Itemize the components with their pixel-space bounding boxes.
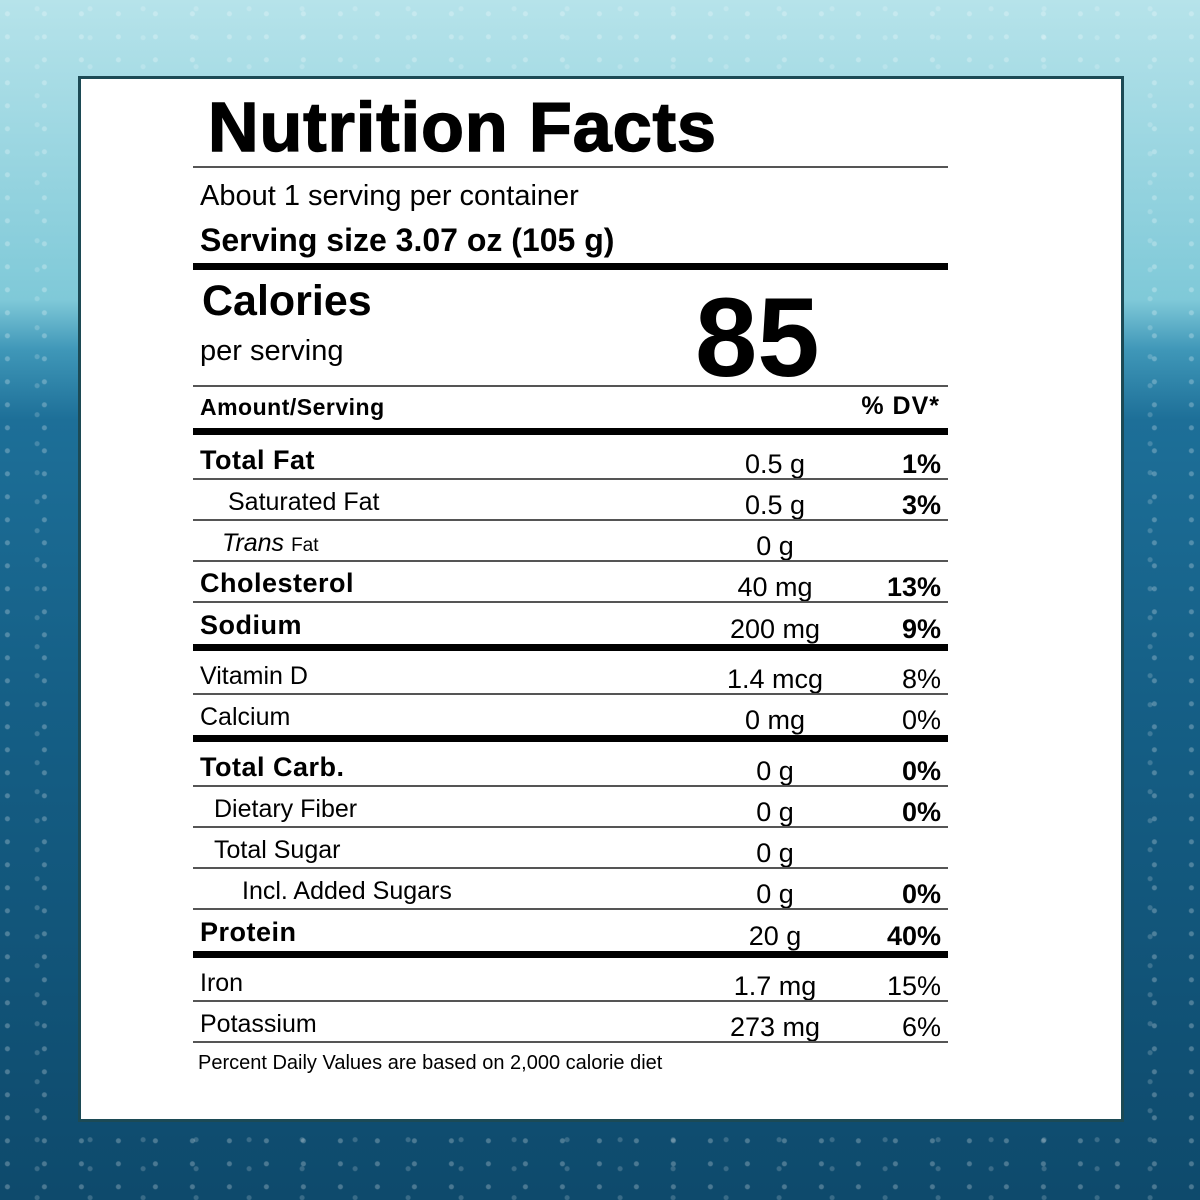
nutrient-name: Cholesterol: [200, 568, 355, 598]
label-panel: [78, 76, 1124, 1122]
nutrient-name: Dietary Fiber: [214, 795, 358, 823]
nutrient-name: Protein: [200, 917, 297, 947]
nutrient-name-italic: Trans: [222, 529, 285, 557]
rule: [193, 867, 948, 869]
nutrient-name: Vitamin D: [200, 662, 308, 690]
nutrient-dv: 0%: [901, 756, 941, 786]
nutrient-name: Total Sugar: [214, 836, 341, 864]
nutrient-row: Total Carb. 0 g 0%: [195, 745, 945, 786]
nutrient-row: Potassium 273 mg 6%: [195, 1001, 945, 1042]
nutrient-dv: 0%: [901, 797, 941, 827]
rule: [193, 735, 948, 742]
serving-size: Serving size 3.07 oz (105 g): [200, 222, 615, 258]
calories-value: 85: [695, 275, 820, 400]
nutrient-dv: 15%: [886, 971, 941, 1001]
calories-label: Calories: [202, 277, 372, 325]
nutrient-dv: 6%: [901, 1012, 941, 1042]
nutrient-name: Total Carb.: [200, 752, 345, 782]
nutrient-amount: 0.5 g: [744, 449, 806, 479]
nutrient-row: Protein 20 g 40%: [195, 910, 945, 951]
rule: [193, 601, 948, 603]
nutrient-row: Saturated Fat 0.5 g 3%: [195, 479, 945, 520]
nutrient-row: Calcium 0 mg 0%: [195, 694, 945, 735]
nutrient-name: Potassium: [200, 1010, 317, 1038]
title: Nutrition Facts: [207, 88, 717, 166]
nutrient-name: Sodium: [200, 610, 302, 640]
nutrient-amount: 273 mg: [729, 1012, 821, 1042]
nutrient-amount: 0 g: [756, 838, 794, 868]
nutrient-name: Iron: [200, 969, 244, 997]
nutrient-row: Vitamin D 1.4 mcg 8%: [195, 653, 945, 694]
nutrient-amount: 0 g: [756, 797, 794, 827]
rule: [193, 951, 948, 958]
nutrient-row: Total Fat 0.5 g 1%: [195, 438, 945, 479]
nutrient-amount: 1.7 mg: [733, 971, 817, 1001]
rule: [193, 908, 948, 910]
servings: About 1 serving per container: [200, 180, 579, 212]
dv-header: % DV*: [861, 392, 940, 420]
rule: [193, 478, 948, 480]
rule: [193, 644, 948, 651]
rule: [193, 519, 948, 521]
nutrient-amount: 0.5 g: [744, 490, 806, 520]
rule: [193, 785, 948, 787]
rule: [193, 1041, 948, 1043]
nutrient-dv: 9%: [901, 614, 941, 644]
nutrient-amount: 0 g: [756, 531, 794, 561]
nutrient-dv: 3%: [901, 490, 941, 520]
nutrient-name-rest: Fat: [291, 535, 319, 556]
nutrient-row: Total Sugar 0 g: [195, 827, 945, 868]
rule: [193, 428, 948, 435]
nutrient-name: Incl. Added Sugars: [242, 877, 452, 905]
rule: [193, 1000, 948, 1002]
nutrient-name: Calcium: [200, 703, 291, 731]
nutrient-amount: 0 g: [756, 879, 794, 909]
nutrient-name: Saturated Fat: [228, 488, 380, 516]
nutrient-row: Sodium 200 mg 9%: [195, 603, 945, 644]
nutrient-dv: 8%: [901, 664, 941, 694]
rule: [193, 385, 948, 387]
nutrient-amount: 0 g: [756, 756, 794, 786]
nutrient-dv: 1%: [901, 449, 941, 479]
amount-header: Amount/Serving: [200, 394, 385, 420]
nutrient-row: Trans Fat 0 g: [195, 520, 945, 561]
nutrient-row: Cholesterol 40 mg 13%: [195, 561, 945, 602]
nutrient-dv: 0%: [901, 705, 941, 735]
rule: [193, 166, 948, 168]
rule: [193, 693, 948, 695]
nutrient-amount: 1.4 mcg: [726, 664, 824, 694]
nutrient-row: Dietary Fiber 0 g 0%: [195, 786, 945, 827]
nutrient-dv: 0%: [901, 879, 941, 909]
nutrient-row: Incl. Added Sugars 0 g 0%: [195, 868, 945, 909]
rule: [193, 826, 948, 828]
rule: [193, 263, 948, 270]
nutrient-dv: 13%: [886, 572, 941, 602]
nutrient-dv: 40%: [886, 921, 941, 951]
nutrient-amount: 0 mg: [744, 705, 806, 735]
nutrient-amount: 200 mg: [729, 614, 821, 644]
nutrient-name: Total Fat: [200, 445, 315, 475]
nutrient-name: Trans Fat: [222, 529, 319, 558]
calories-sub: per serving: [200, 335, 344, 367]
nutrient-amount: 40 mg: [737, 572, 813, 602]
rule: [193, 560, 948, 562]
footnote: Percent Daily Values are based on 2,000 …: [198, 1052, 663, 1074]
nutrient-amount: 20 g: [748, 921, 802, 951]
nutrient-row: Iron 1.7 mg 15%: [195, 960, 945, 1001]
